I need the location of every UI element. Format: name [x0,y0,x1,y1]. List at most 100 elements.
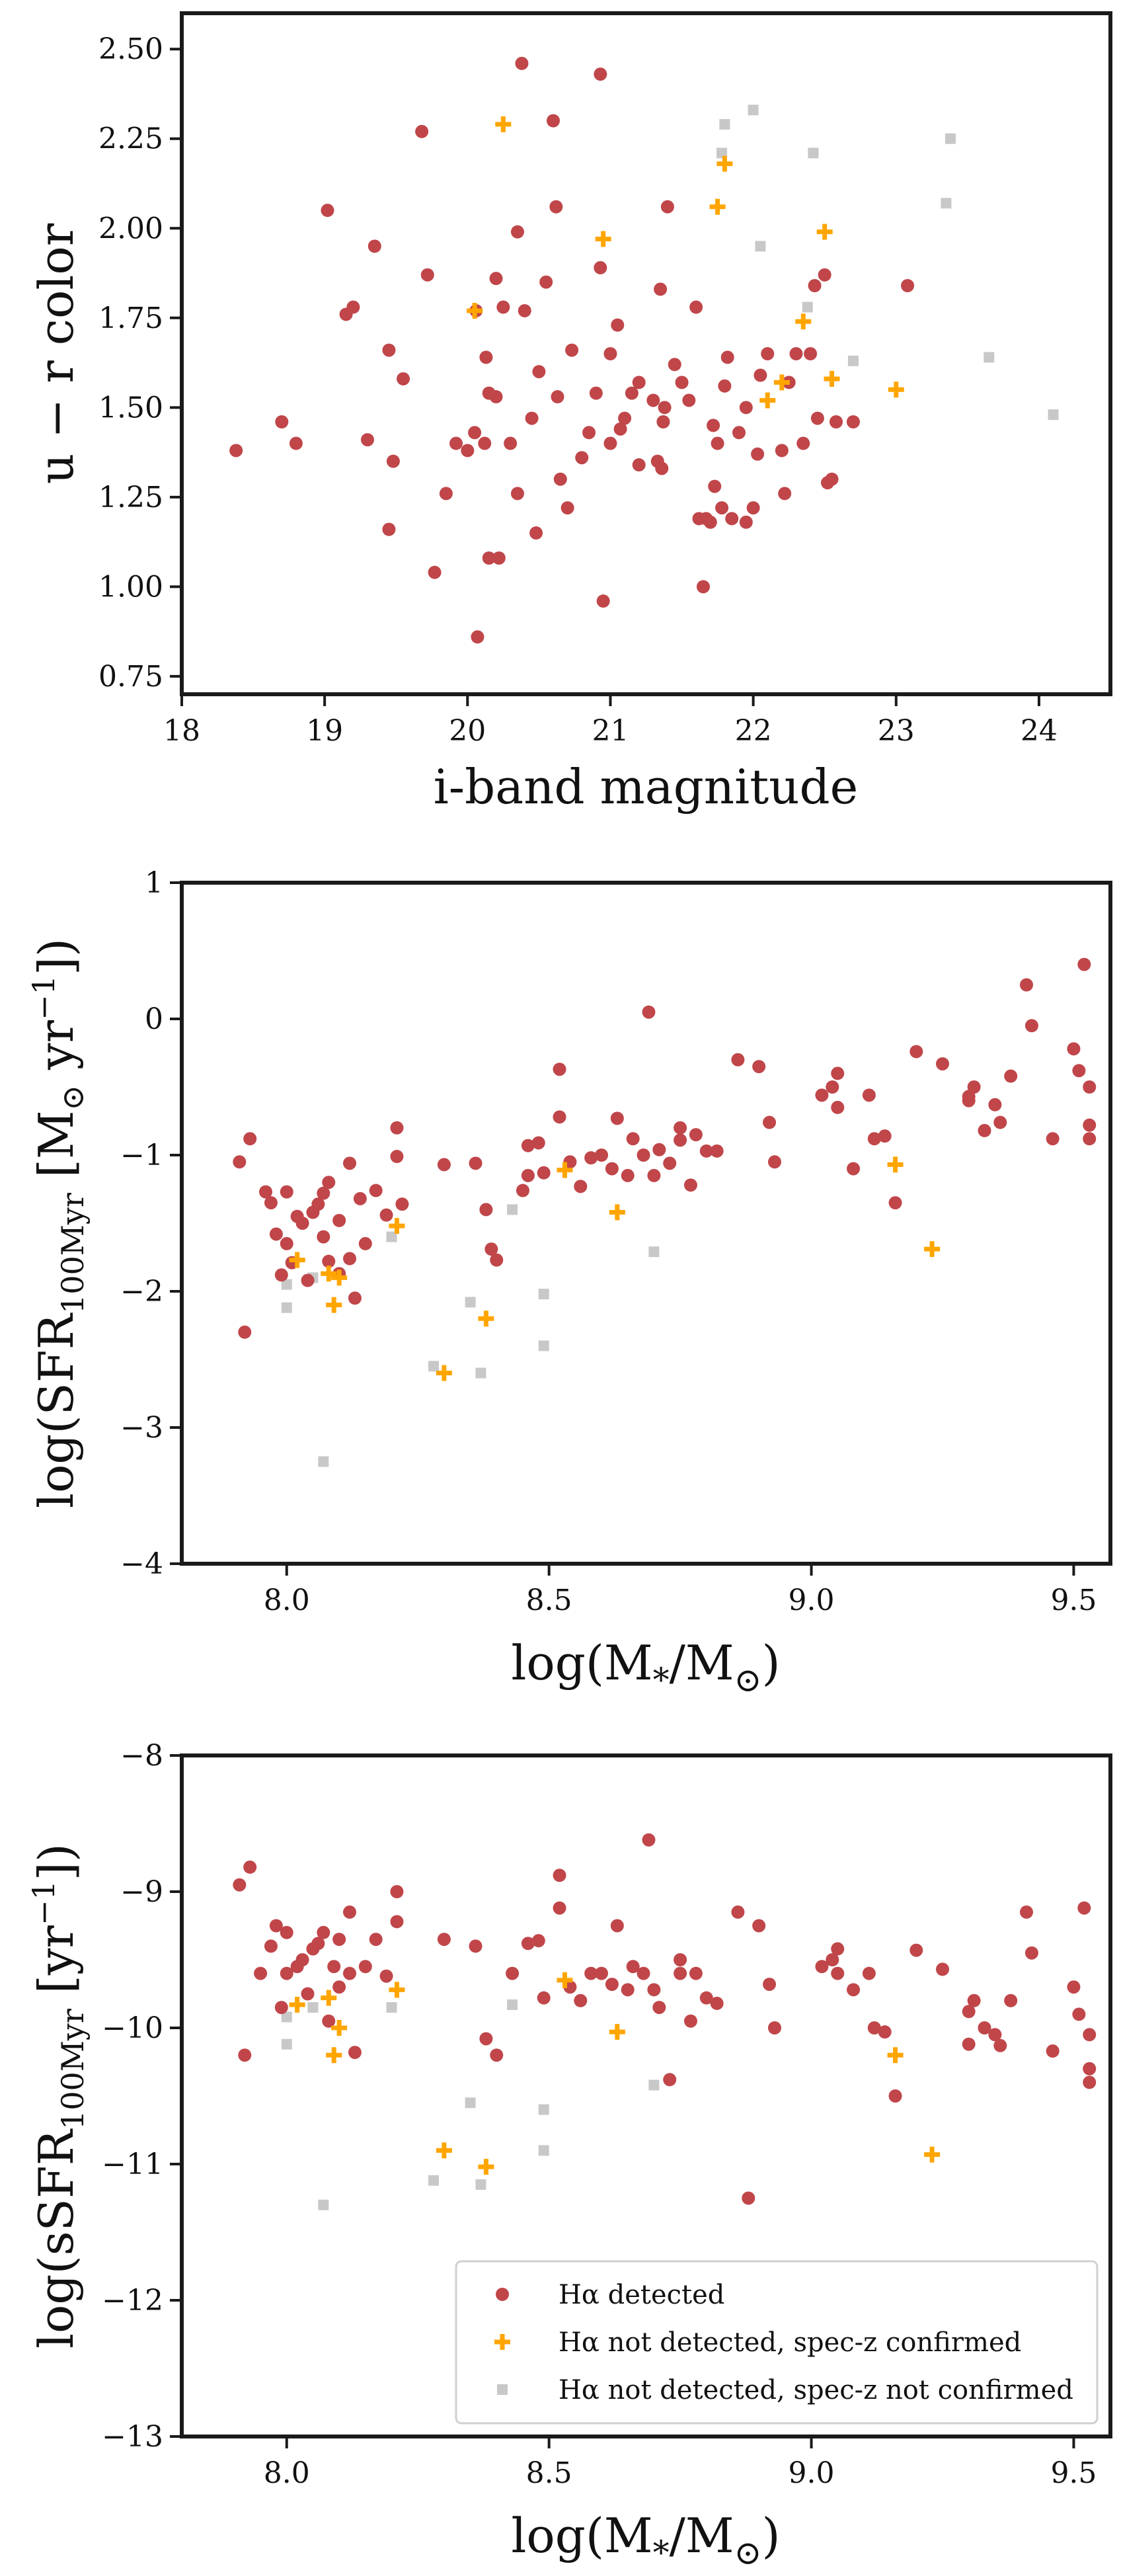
ha-detected-point [978,1123,991,1137]
ha-detected-point [367,239,381,253]
ha-detected-point [1083,2075,1097,2089]
ha-detected-point [826,1080,839,1094]
ha-detected-point [574,1993,588,2007]
ha-detected-point [674,1133,687,1147]
ha-detected-point [1019,978,1033,992]
ha-detected-point [269,1919,283,1933]
ha-detected-point [382,343,396,357]
x-axis-label: log(M*/M⊙) [511,1635,780,1699]
ha-detected-point [390,1915,404,1929]
ha-not-detected-specz-point [759,392,776,409]
ha-detected-point [327,1960,341,1974]
ha-detected-point [1046,2044,1060,2058]
ha-detected-point [390,1150,404,1164]
y-tick-label: 0 [145,1002,163,1036]
ha-not-detected-specz-point [436,2142,452,2159]
x-tick-label: 8.0 [264,2456,310,2490]
ha-detected-point [553,1869,566,1882]
ha-detected-point [815,1088,829,1102]
ha-detected-point [993,2038,1007,2052]
ha-not-detected-specz-point [888,382,904,398]
y-tick-label: −2 [120,1275,163,1308]
x-tick-label: 18 [163,714,200,748]
ha-detected-point [317,1230,330,1244]
ha-not-detected-specz-point [609,1204,625,1221]
ha-detected-point [332,1980,346,1994]
ha-detected-point [763,1115,777,1129]
legend-entry-label: Hα detected [559,2280,724,2310]
ha-detected-point [549,200,563,214]
ha-not-detected-specz-point [389,1218,405,1234]
ha-detected-point [815,1960,829,1974]
ha-not-detected-no-specz-point [318,1456,329,1467]
ha-not-detected-no-specz-point [719,119,730,130]
ha-detected-point [492,551,506,565]
y-tick-label: −8 [120,1739,163,1773]
ha-detected-point [763,1978,777,1992]
ha-detected-point [343,1966,357,1980]
ha-detected-point [626,1960,640,1974]
ha-detected-point [732,426,746,440]
y-axis-ticks: −4 −3 −2 −1 0 1 [120,866,182,1581]
ha-detected-point [317,1925,330,1939]
panel-frame [180,1753,1112,2438]
ha-detected-point [553,1110,566,1124]
ha-detected-point [594,67,607,81]
ha-detected-point [547,114,560,128]
legend-marker-square [497,2384,508,2395]
legend: Hα detected Hα not detected, spec-z confi… [455,2260,1099,2425]
ha-detected-point [703,515,717,529]
ha-detected-point [395,1197,409,1211]
ha-not-detected-no-specz-point [538,1340,549,1351]
ha-detected-point [610,1919,624,1933]
ha-detected-point [537,1166,551,1180]
ha-not-detected-specz-point [816,223,833,240]
ha-not-detected-specz-point [436,1365,452,1381]
ha-detected-point [468,426,482,440]
ha-detected-point [332,1933,346,1947]
ha-detected-point [1024,1019,1038,1033]
ha-detected-point [935,1057,949,1070]
ha-detected-point [482,551,496,565]
ha-detected-point [888,2089,902,2103]
ha-detected-point [632,458,646,472]
x-axis-label: i-band magnitude [434,759,858,815]
ha-detected-point [962,2037,976,2051]
ha-detected-point [379,1208,393,1222]
ha-detected-point [1083,2028,1097,2042]
panel-frame [180,881,1112,1566]
ha-detected-point [909,1045,923,1059]
ha-detected-point [490,2048,504,2062]
ha-detected-point [867,2021,881,2034]
ha-detected-point [343,1252,357,1266]
ha-detected-point [739,515,753,529]
ha-detected-point [449,436,463,450]
ha-detected-point [878,2025,892,2039]
ha-not-detected-specz-point [709,198,726,215]
ha-not-detected-specz-point [609,2024,625,2040]
ha-not-detected-no-specz-point [281,1302,292,1313]
ha-detected-point [532,365,546,379]
x-tick-label: 21 [592,714,629,748]
ha-detected-point [238,1325,252,1339]
ha-detected-point [862,1966,876,1980]
ha-not-detected-no-specz-point [475,1367,486,1379]
ha-not-detected-specz-point [924,2146,941,2163]
ha-detected-point [529,526,543,540]
ha-detected-point [1072,1064,1086,1078]
ha-detected-point [831,1100,845,1114]
ha-detected-point [428,565,442,579]
x-tick-label: 8.5 [526,1584,572,1617]
ha-detected-point [831,1942,845,1956]
ha-detected-point [521,1937,535,1951]
y-axis-label: log(SFR100Myr [M⊙ yr−1]) [26,938,91,1508]
ha-detected-point [767,1155,781,1169]
y-axis-ticks: −13 −12 −11 −10 −9 −8 [102,1739,182,2454]
ha-detected-point [322,1176,336,1189]
ha-not-detected-no-specz-point [281,2038,292,2050]
ha-detected-point [909,1943,923,1957]
y-tick-label: −4 [120,1547,163,1581]
y-tick-label: 1.00 [98,570,163,604]
panel-frame [180,11,1112,696]
ha-detected-point [731,1905,745,1919]
